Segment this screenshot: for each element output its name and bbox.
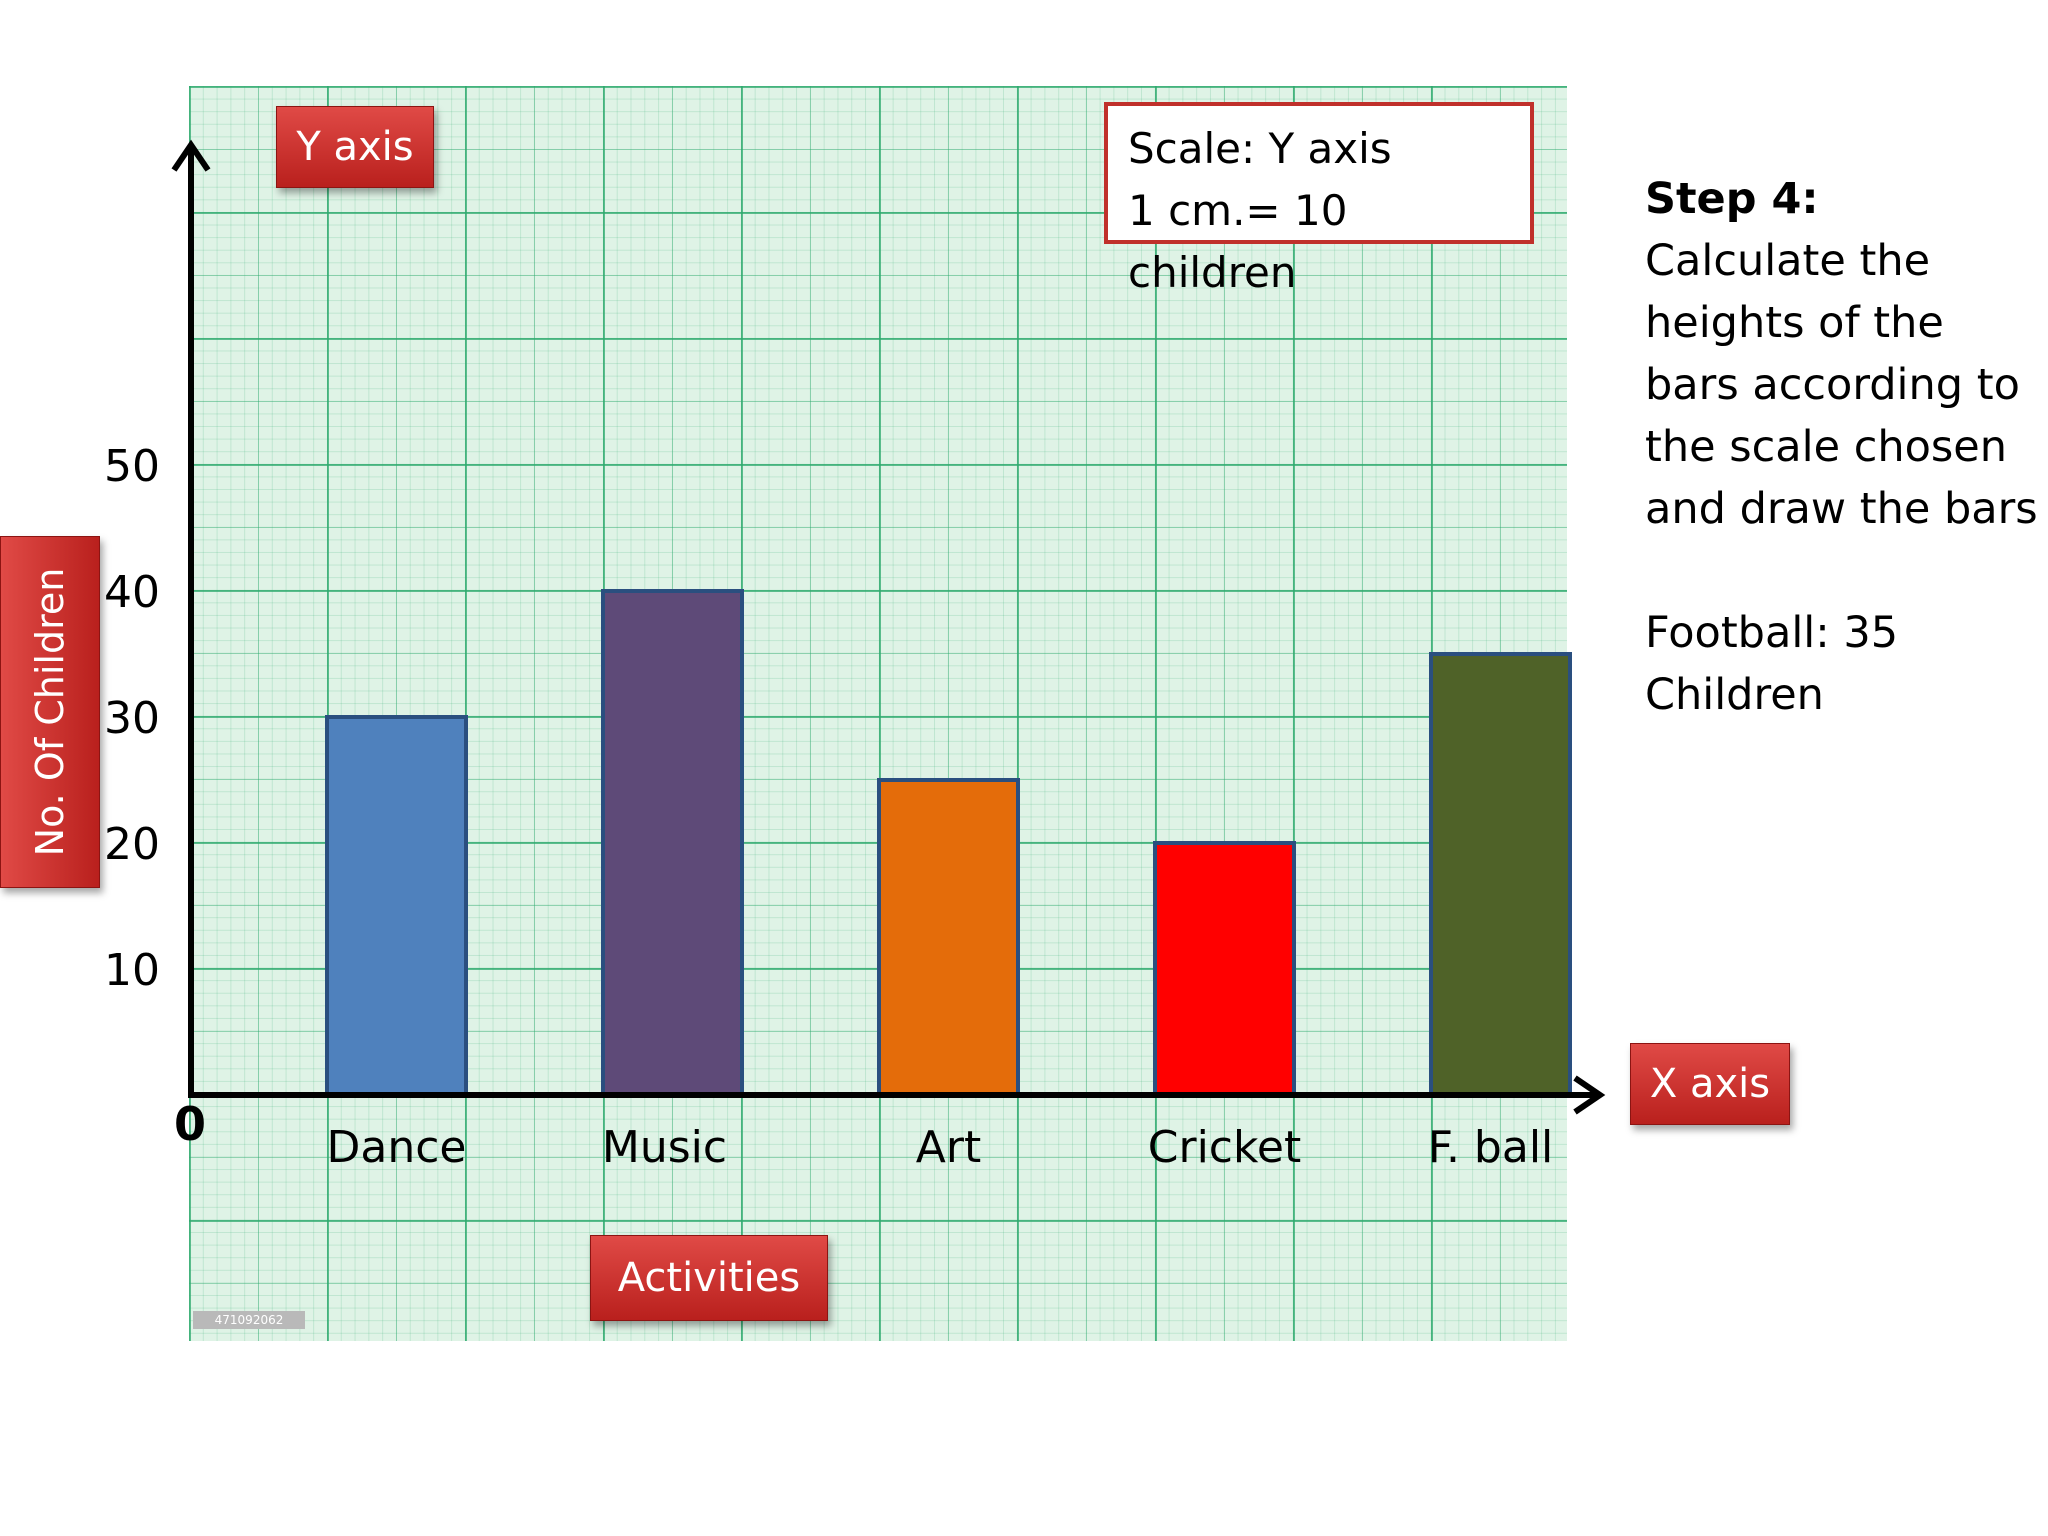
instruction-line: bars according to — [1645, 360, 2020, 410]
x-tick-label: Art — [916, 1122, 981, 1173]
scale-line-2: 1 cm.= 10 children — [1128, 186, 1348, 297]
y-tick-label: 10 — [104, 945, 160, 996]
x-axis-title: Activities — [590, 1235, 828, 1321]
y-tick-label: 50 — [104, 441, 160, 492]
bar-f-ball — [1429, 652, 1572, 1097]
y-axis-title-text: No. Of Children — [28, 567, 72, 857]
x-tick-label: Music — [602, 1122, 727, 1173]
step-heading: Step 4: — [1645, 174, 1819, 224]
y-axis-title: No. Of Children — [0, 536, 100, 888]
y-tick-label: 30 — [104, 693, 160, 744]
instruction-line: Calculate the — [1645, 236, 1931, 286]
x-tick-label: F. ball — [1428, 1122, 1554, 1173]
instruction-panel: Step 4: Calculate the heights of the bar… — [1645, 168, 2045, 726]
x-tick-label: Dance — [327, 1122, 467, 1173]
graph-paper-background — [189, 86, 1567, 1341]
y-tick-label: 40 — [104, 567, 160, 618]
bar-cricket — [1153, 841, 1296, 1097]
bar-dance — [325, 715, 468, 1097]
x-tick-labels: Dance Music Art Cricket F. ball — [327, 1122, 1554, 1173]
y-axis-arrowhead — [171, 139, 211, 172]
bar-art — [877, 778, 1020, 1097]
football-note-line-2: Children — [1645, 670, 1824, 720]
y-axis-tag: Y axis — [276, 106, 434, 188]
y-tick-label: 20 — [104, 819, 160, 870]
instruction-line: the scale chosen — [1645, 422, 2008, 472]
x-tick-label: Cricket — [1148, 1122, 1301, 1173]
watermark-stamp: 471092062 — [193, 1311, 305, 1329]
football-note-line-1: Football: 35 — [1645, 608, 1899, 658]
x-axis-tag: X axis — [1630, 1043, 1790, 1125]
x-axis-arrowhead — [1573, 1075, 1606, 1115]
bars-group — [325, 589, 1572, 1097]
instruction-line: heights of the — [1645, 298, 1944, 348]
instruction-line: and draw the bars — [1645, 484, 2038, 534]
y-tick-labels: 10 20 30 40 50 — [104, 441, 160, 996]
bar-music — [601, 589, 744, 1097]
origin-label: 0 — [174, 1097, 206, 1151]
scale-line-1: Scale: Y axis — [1128, 124, 1392, 173]
scale-box: Scale: Y axis 1 cm.= 10 children — [1104, 102, 1534, 297]
